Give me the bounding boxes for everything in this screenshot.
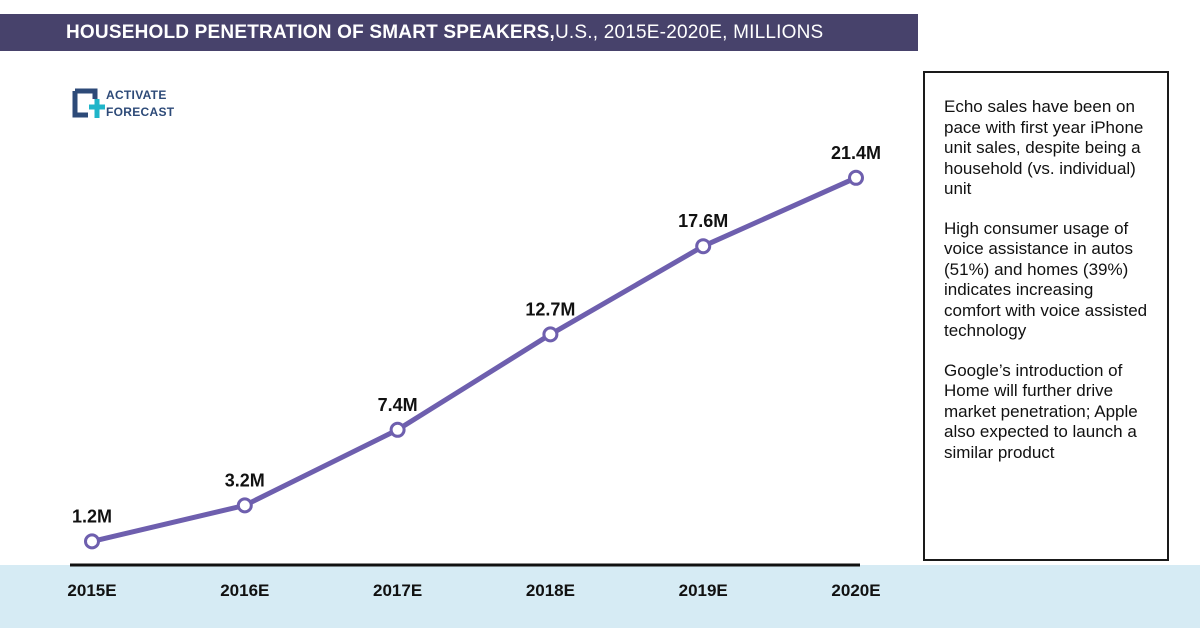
data-point <box>84 533 100 550</box>
x-tick-label: 2016E <box>220 581 269 600</box>
note-google-home: Google’s introduction of Home will furth… <box>944 360 1138 462</box>
x-axis-band <box>0 565 1200 628</box>
chart-title-rest: U.S., 2015E-2020E, MILLIONS <box>555 21 824 43</box>
activate-logo-icon <box>72 88 105 118</box>
data-label: 7.4M <box>378 395 418 415</box>
activate-forecast-logo: ACTIVATE FORECAST <box>72 86 232 126</box>
data-label: 12.7M <box>525 299 575 319</box>
data-label: 3.2M <box>225 470 265 490</box>
x-tick-label: 2018E <box>526 581 575 600</box>
note-voice-usage: High consumer usage of voice assistance … <box>944 218 1148 341</box>
data-point <box>236 497 253 514</box>
chart-title-bar: HOUSEHOLD PENETRATION OF SMART SPEAKERS,… <box>0 14 918 51</box>
data-point <box>389 421 406 438</box>
data-point <box>695 238 712 255</box>
series-line <box>89 175 859 544</box>
data-label: 17.6M <box>678 211 728 231</box>
x-tick-label: 2017E <box>373 581 422 600</box>
x-tick-label: 2015E <box>67 581 116 600</box>
note-echo-sales: Echo sales have been on pace with first … <box>944 97 1144 198</box>
logo-text-forecast: FORECAST <box>106 105 175 119</box>
x-tick-label: 2020E <box>831 581 880 600</box>
data-label: 21.4M <box>831 143 881 163</box>
x-tick-label: 2019E <box>679 581 728 600</box>
logo-text-activate: ACTIVATE <box>106 88 167 102</box>
data-label: 1.2M <box>72 506 112 526</box>
data-point <box>542 326 559 343</box>
chart-title-bold: HOUSEHOLD PENETRATION OF SMART SPEAKERS, <box>66 21 556 43</box>
commentary-box: Echo sales have been on pace with first … <box>923 71 1169 561</box>
data-point <box>848 169 864 186</box>
